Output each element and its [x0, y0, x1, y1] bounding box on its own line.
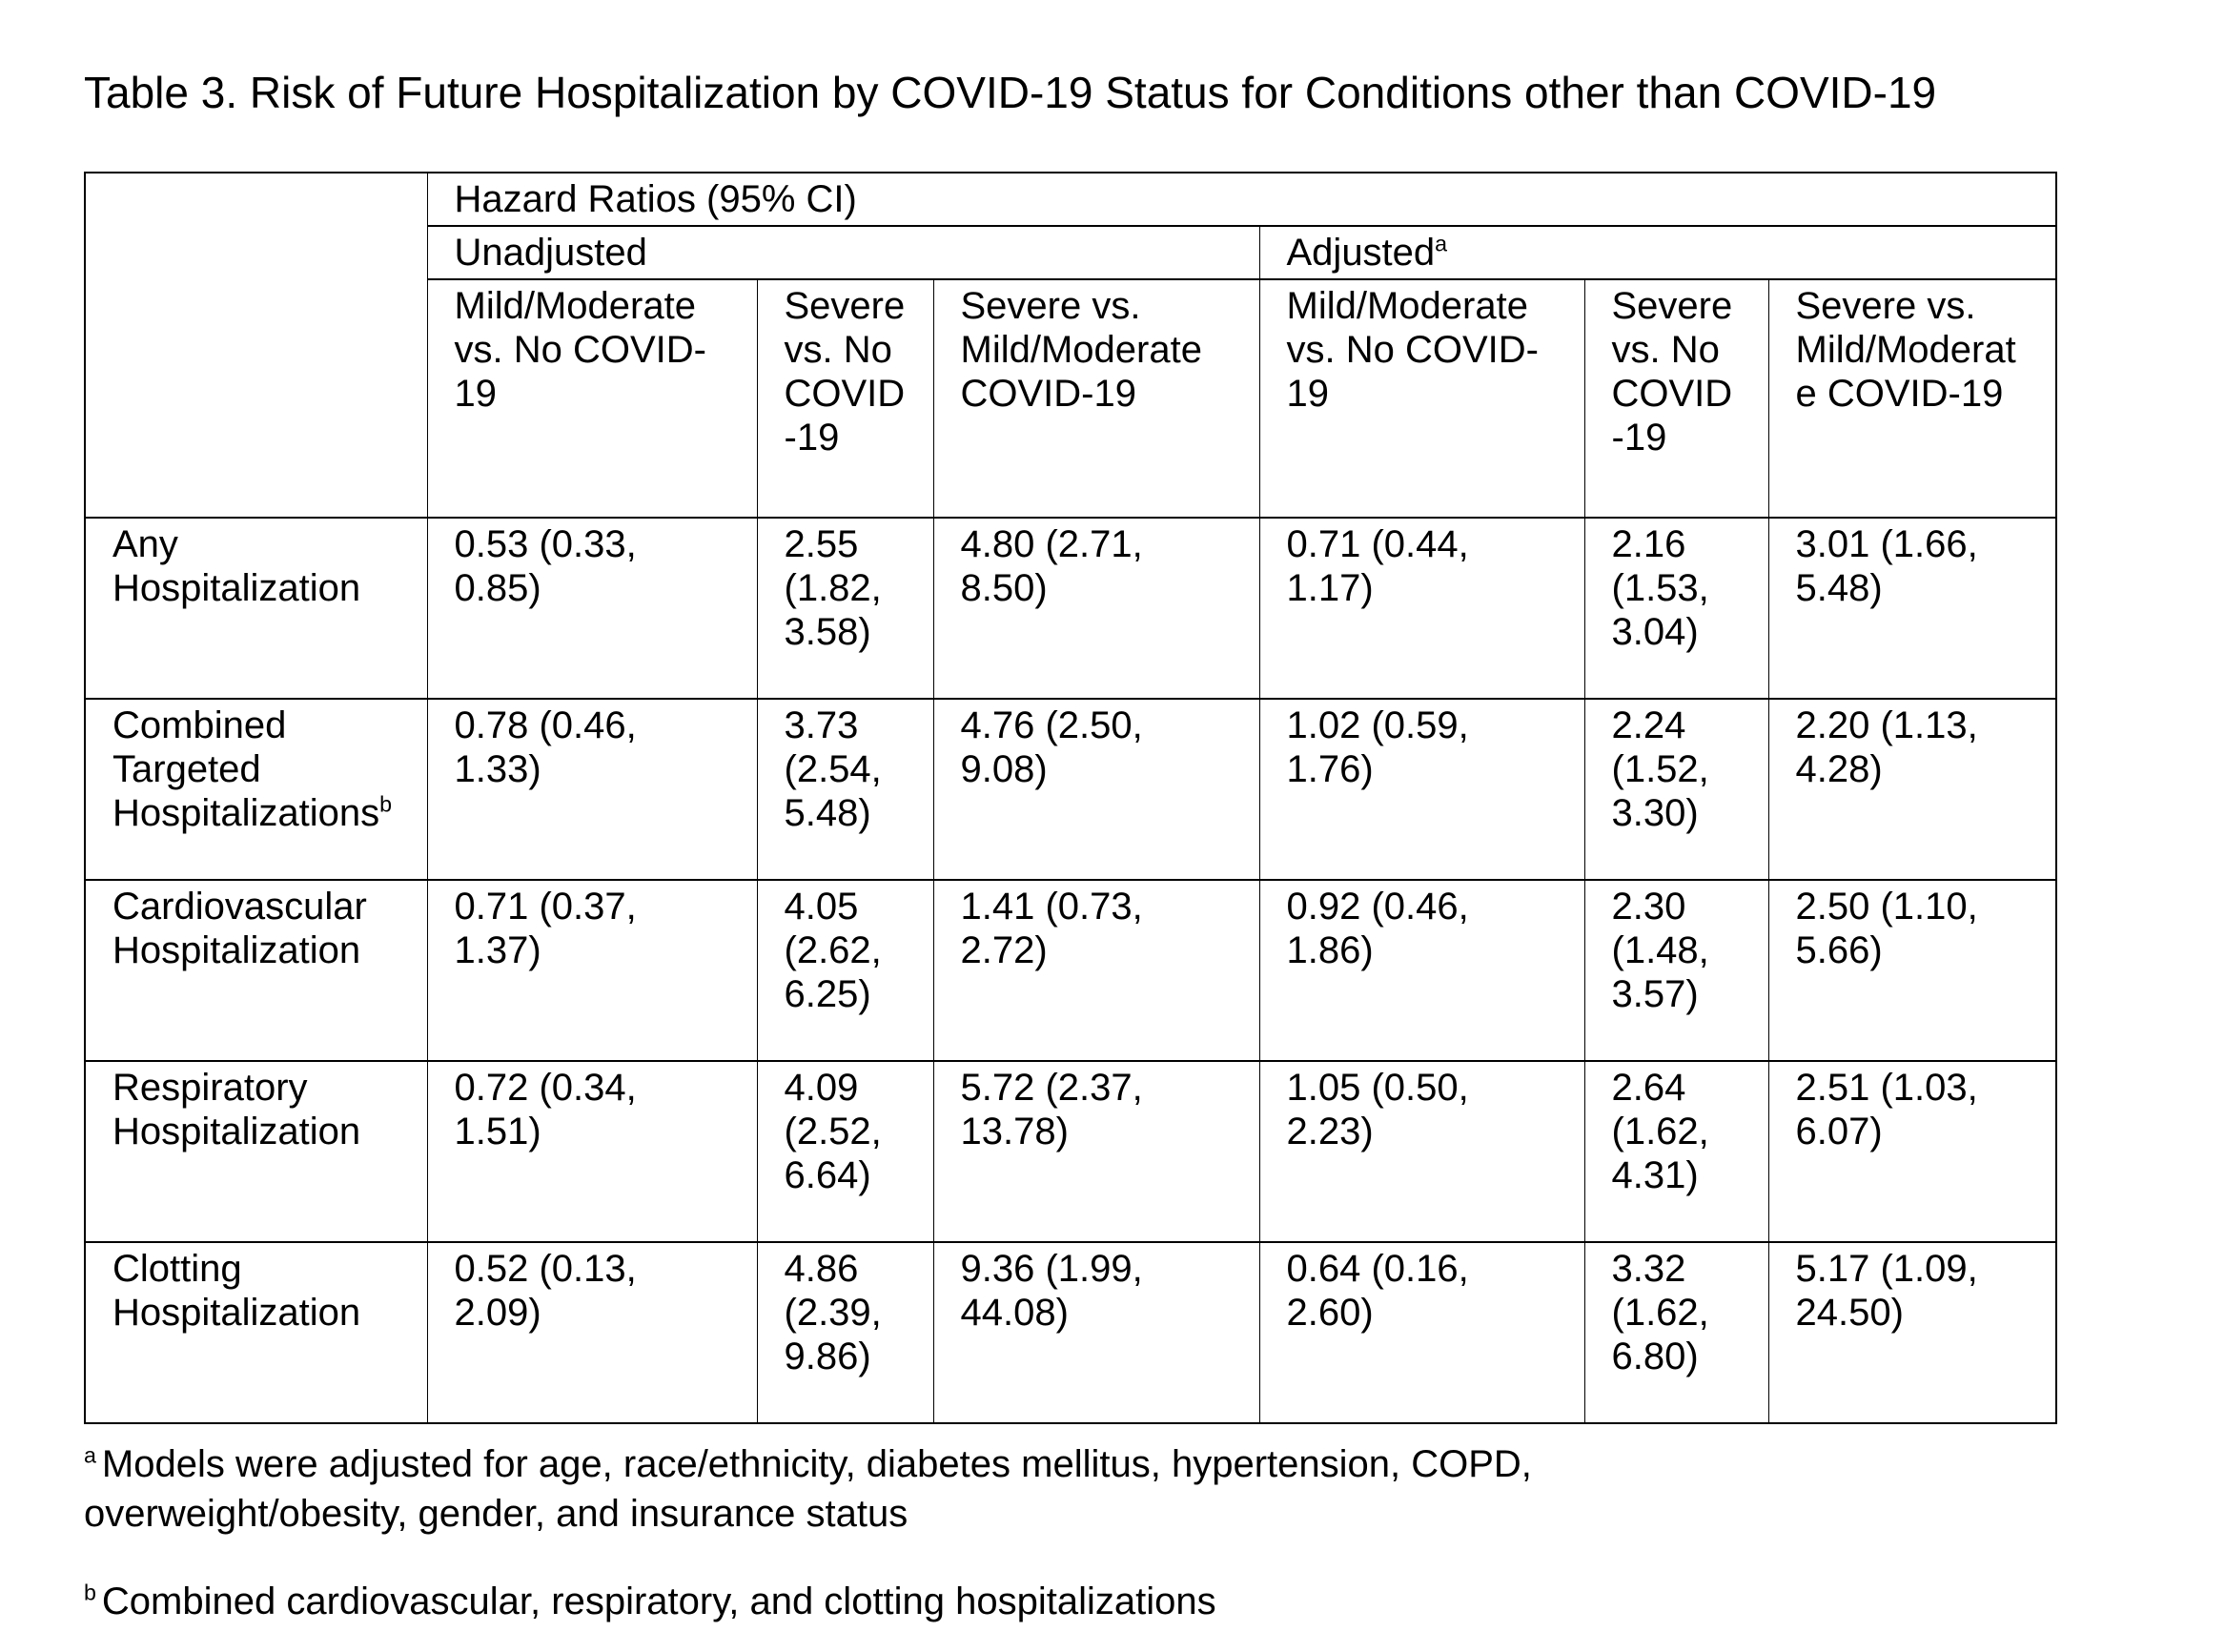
- hazard-ratio-cell: 0.78 (0.46, 1.33): [426, 698, 758, 882]
- footnote-a-text: Models were adjusted for age, race/ethni…: [84, 1443, 1532, 1536]
- subheader-unadjusted: Unadjusted: [426, 225, 1260, 281]
- hazard-ratio-cell: 4.76 (2.50, 9.08): [932, 698, 1260, 882]
- column-header: Mild/Moderate vs. No COVID-19: [426, 278, 758, 520]
- corner-cell: [84, 172, 428, 520]
- footnote-a: a Models were adjusted for age, race/ethn…: [84, 1439, 1704, 1539]
- row-label-text: Clotting Hospitalization: [112, 1248, 361, 1335]
- hazard-ratio-cell: 2.16 (1.53, 3.04): [1583, 517, 1769, 701]
- hazard-ratio-cell: 3.32 (1.62, 6.80): [1583, 1241, 1769, 1425]
- hazard-ratio-cell: 4.05 (2.62, 6.25): [756, 879, 934, 1063]
- column-header: Severe vs. No COVID-19: [1583, 278, 1769, 520]
- hazard-ratio-cell: 5.72 (2.37, 13.78): [932, 1060, 1260, 1244]
- hazard-ratio-cell: 4.09 (2.52, 6.64): [756, 1060, 934, 1244]
- hazard-ratios-table: Hazard Ratios (95% CI) Unadjusted Adjust…: [84, 172, 2058, 1425]
- row-label: Cardiovascular Hospitalization: [84, 879, 428, 1063]
- subheader-row: Unadjusted Adjusteda: [85, 225, 2057, 281]
- subheader-label: Adjusted: [1286, 232, 1436, 275]
- subheader-adjusted: Adjusteda: [1258, 225, 2057, 281]
- row-label-sup: b: [379, 791, 393, 817]
- column-header: Severe vs. No COVID-19: [756, 278, 934, 520]
- hazard-ratio-cell: 2.20 (1.13, 4.28): [1767, 698, 2057, 882]
- footnote-a-marker: a: [84, 1442, 96, 1468]
- hazard-ratio-cell: 1.02 (0.59, 1.76): [1258, 698, 1585, 882]
- hazard-ratio-cell: 4.80 (2.71, 8.50): [932, 517, 1260, 701]
- table-row-cardiovascular: Cardiovascular Hospitalization 0.71 (0.3…: [84, 879, 2057, 1063]
- row-label: Respiratory Hospitalization: [84, 1060, 428, 1244]
- hazard-ratio-cell: 0.71 (0.37, 1.37): [426, 879, 758, 1063]
- column-header: Severe vs. Mild/Moderate COVID-19: [932, 278, 1260, 520]
- hazard-ratio-cell: 2.55 (1.82, 3.58): [756, 517, 934, 701]
- hazard-ratio-cell: 1.41 (0.73, 2.72): [932, 879, 1260, 1063]
- row-label: Combined Targeted Hospitalizationsb: [84, 698, 428, 882]
- table-row-any-hospitalization: Any Hospitalization 0.53 (0.33, 0.85) 2.…: [84, 517, 2057, 701]
- hazard-ratio-cell: 2.51 (1.03, 6.07): [1767, 1060, 2057, 1244]
- hazard-ratio-cell: 0.72 (0.34, 1.51): [426, 1060, 758, 1244]
- table-title: Table 3. Risk of Future Hospitalization …: [84, 68, 1937, 117]
- row-label-text: Any Hospitalization: [112, 523, 361, 610]
- hazard-ratio-cell: 2.50 (1.10, 5.66): [1767, 879, 2057, 1063]
- hazard-ratio-cell: 3.73 (2.54, 5.48): [756, 698, 934, 882]
- footnote-b-text: Combined cardiovascular, respiratory, an…: [101, 1581, 1216, 1623]
- column-header: Mild/Moderate vs. No COVID-19: [1258, 278, 1585, 520]
- table-row-combined-targeted: Combined Targeted Hospitalizationsb 0.78…: [84, 698, 2057, 882]
- footnote-b: b Combined cardiovascular, respiratory, a…: [84, 1577, 1895, 1626]
- hazard-ratio-cell: 3.01 (1.66, 5.48): [1767, 517, 2057, 701]
- row-label: Any Hospitalization: [84, 517, 428, 701]
- hazard-ratio-cell: 0.53 (0.33, 0.85): [426, 517, 758, 701]
- hazard-ratio-cell: 5.17 (1.09, 24.50): [1767, 1241, 2057, 1425]
- hazard-ratio-cell: 2.24 (1.52, 3.30): [1583, 698, 1769, 882]
- hazard-ratio-cell: 2.30 (1.48, 3.57): [1583, 879, 1769, 1063]
- hazard-ratio-cell: 9.36 (1.99, 44.08): [932, 1241, 1260, 1425]
- group-header-row: Hazard Ratios (95% CI): [84, 172, 2057, 520]
- row-label-text: Respiratory Hospitalization: [112, 1067, 361, 1153]
- hazard-ratio-cell: 1.05 (0.50, 2.23): [1258, 1060, 1585, 1244]
- hazard-ratio-cell: 2.64 (1.62, 4.31): [1583, 1060, 1769, 1244]
- row-label-text: Combined Targeted Hospitalizations: [112, 704, 380, 835]
- footnote-b-marker: b: [84, 1580, 96, 1605]
- subheader-sup: a: [1435, 231, 1448, 256]
- hazard-ratio-cell: 0.92 (0.46, 1.86): [1258, 879, 1585, 1063]
- table-row-clotting: Clotting Hospitalization 0.52 (0.13, 2.0…: [84, 1241, 2057, 1425]
- column-header-row: Mild/Moderate vs. No COVID-19 Severe vs.…: [85, 278, 2057, 520]
- hazard-ratio-cell: 0.71 (0.44, 1.17): [1258, 517, 1585, 701]
- column-header: Severe vs. Mild/Moderate COVID-19: [1767, 278, 2057, 520]
- hazard-ratio-cell: 0.52 (0.13, 2.09): [426, 1241, 758, 1425]
- row-label: Clotting Hospitalization: [84, 1241, 428, 1425]
- hazard-ratio-cell: 4.86 (2.39, 9.86): [756, 1241, 934, 1425]
- subheader-label: Unadjusted: [454, 232, 647, 275]
- table-row-respiratory: Respiratory Hospitalization 0.72 (0.34, …: [84, 1060, 2057, 1244]
- row-label-text: Cardiovascular Hospitalization: [112, 886, 367, 972]
- group-header-cell: Hazard Ratios (95% CI): [426, 172, 2057, 228]
- hazard-ratio-cell: 0.64 (0.16, 2.60): [1258, 1241, 1585, 1425]
